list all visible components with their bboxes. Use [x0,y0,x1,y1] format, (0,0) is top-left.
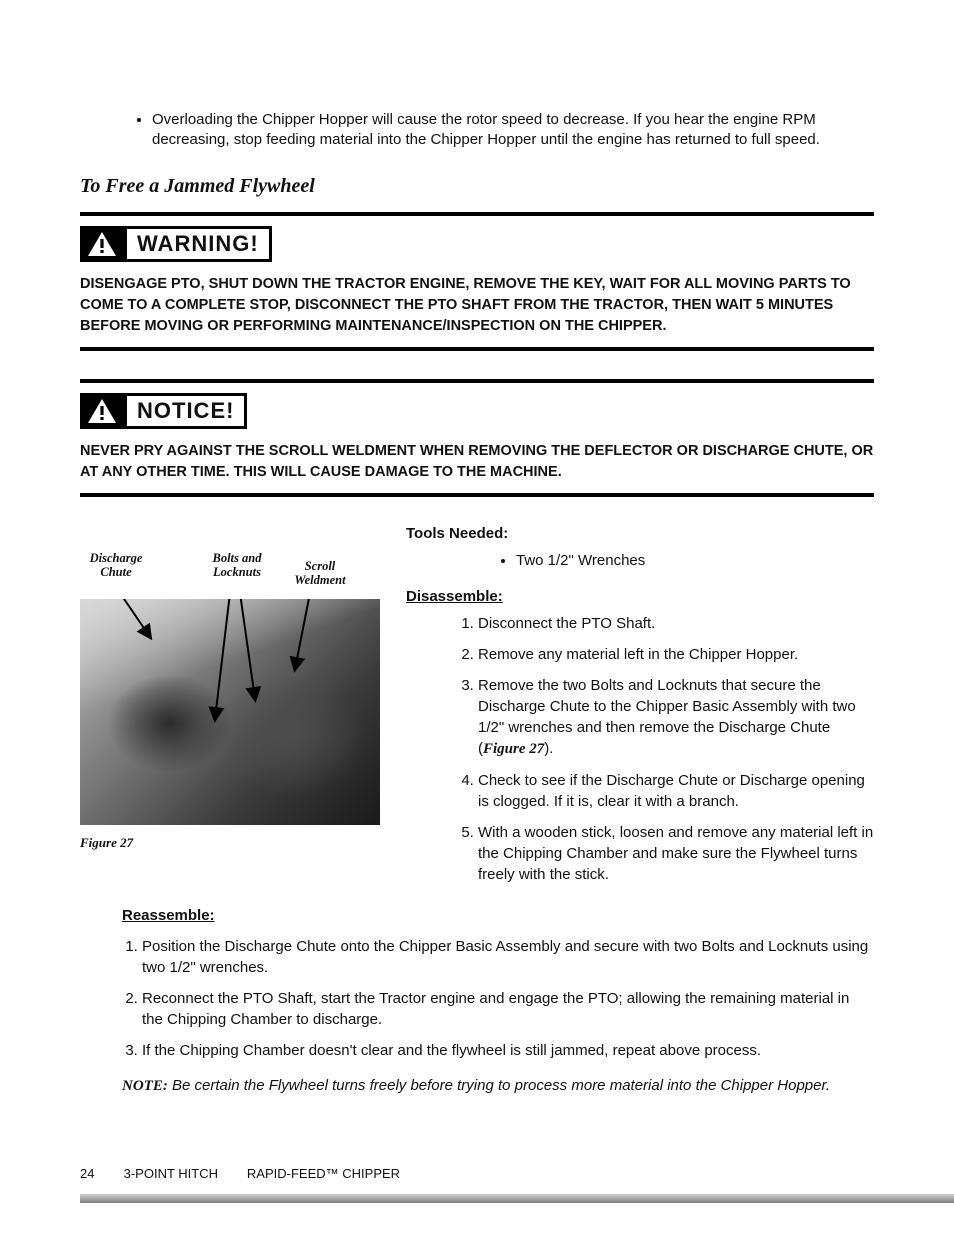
disassemble-step: Remove any material left in the Chipper … [478,644,874,665]
footer-bar [80,1194,954,1203]
divider [80,347,874,351]
warning-text: DISENGAGE PTO, SHUT DOWN THE TRACTOR ENG… [80,274,874,337]
divider [80,379,874,383]
alert-triangle-icon [80,226,124,262]
figure-image [80,599,380,825]
figure-column: Discharge Chute Bolts and Locknuts Scrol… [80,525,380,900]
alert-triangle-icon [80,393,124,429]
notice-text: NEVER PRY AGAINST THE SCROLL WELDMENT WH… [80,441,874,483]
page-footer: 24 3-POINT HITCH RAPID-FEED™ CHIPPER [80,1166,874,1181]
intro-bullet-item: Overloading the Chipper Hopper will caus… [152,110,874,151]
disassemble-step: Disconnect the PTO Shaft. [478,613,874,634]
section-heading: To Free a Jammed Flywheel [80,175,874,198]
figure-caption: Figure 27 [80,835,380,851]
tools-list: Two 1/2" Wrenches [406,550,874,573]
warning-callout: WARNING! DISENGAGE PTO, SHUT DOWN THE TR… [80,212,874,351]
figure-callout-labels: Discharge Chute Bolts and Locknuts Scrol… [80,543,380,599]
notice-callout: NOTICE! NEVER PRY AGAINST THE SCROLL WEL… [80,379,874,497]
figure-label-bolts-locknuts: Bolts and Locknuts [202,551,272,580]
document-page: Overloading the Chipper Hopper will caus… [0,0,954,1235]
reassemble-step: If the Chipping Chamber doesn't clear an… [142,1040,874,1061]
warning-badge: WARNING! [80,226,272,262]
figure-label-discharge-chute: Discharge Chute [80,551,152,580]
intro-bullet-list: Overloading the Chipper Hopper will caus… [80,110,874,151]
disassemble-step: Check to see if the Discharge Chute or D… [478,770,874,812]
disassemble-heading: Disassemble: [406,588,874,605]
notice-badge: NOTICE! [80,393,247,429]
reassemble-step: Position the Discharge Chute onto the Ch… [142,936,874,978]
disassemble-step: With a wooden stick, loosen and remove a… [478,822,874,885]
tools-heading: Tools Needed: [406,525,874,542]
figure-label-scroll-weldment: Scroll Weldment [284,559,356,588]
reassemble-step: Reconnect the PTO Shaft, start the Tract… [142,988,874,1030]
disassemble-steps: Disconnect the PTO Shaft. Remove any mat… [406,613,874,885]
figure-and-steps-row: Discharge Chute Bolts and Locknuts Scrol… [80,525,874,900]
note-line: NOTE: Be certain the Flywheel turns free… [122,1075,874,1097]
divider [80,493,874,497]
instructions-column: Tools Needed: Two 1/2" Wrenches Disassem… [406,525,874,900]
footer-text-right: RAPID-FEED™ CHIPPER [247,1166,400,1181]
tools-item: Two 1/2" Wrenches [516,550,874,573]
notice-label: NOTICE! [124,393,247,429]
divider [80,212,874,216]
note-body: Be certain the Flywheel turns freely bef… [172,1077,830,1094]
footer-text-left: 3-POINT HITCH [124,1166,218,1181]
note-label: NOTE: [122,1078,168,1094]
disassemble-step: Remove the two Bolts and Locknuts that s… [478,675,874,760]
figure-arrows-icon [80,599,380,825]
page-number: 24 [80,1166,120,1181]
warning-label: WARNING! [124,226,272,262]
reassemble-steps: Position the Discharge Chute onto the Ch… [80,936,874,1061]
reassemble-heading: Reassemble: [122,907,874,924]
